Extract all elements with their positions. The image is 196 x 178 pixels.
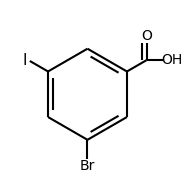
Text: O: O (141, 28, 152, 43)
Text: I: I (23, 53, 27, 68)
Text: OH: OH (161, 53, 182, 67)
Text: Br: Br (80, 159, 95, 173)
